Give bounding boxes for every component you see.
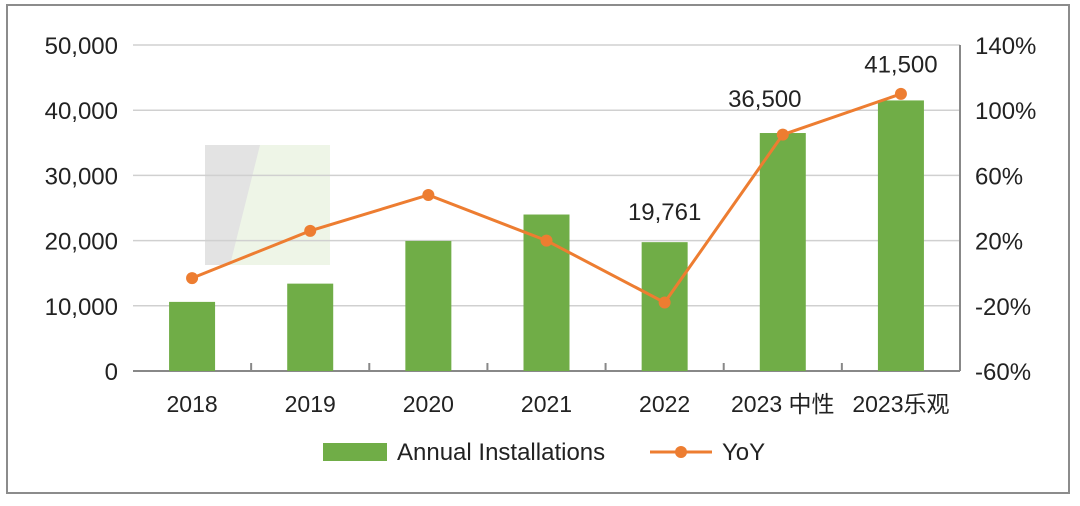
left-axis-tick-label: 10,000 [45, 294, 118, 321]
right-axis-tick-label: 20% [975, 229, 1023, 256]
x-axis-tick-label: 2023乐观 [852, 391, 949, 417]
right-axis-tick-label: 140% [975, 33, 1036, 60]
x-axis-tick-label: 2023 中性 [731, 391, 835, 417]
legend-label-annual-installations: Annual Installations [397, 439, 605, 466]
left-axis-tick-label: 40,000 [45, 98, 118, 125]
bar-2019 [287, 283, 334, 371]
right-axis-tick-label: 100% [975, 98, 1036, 125]
yoy-point-2023乐观 [894, 87, 907, 100]
bar-2023乐观 [877, 100, 924, 372]
x-axis-tick-label: 2021 [521, 391, 572, 417]
legend-line-marker [675, 446, 687, 458]
left-axis-tick-label: 0 [105, 359, 118, 386]
bar-2018 [169, 301, 216, 371]
bar-2020 [405, 240, 452, 371]
data-label: 36,500 [728, 86, 801, 113]
right-axis-tick-label: 60% [975, 163, 1023, 190]
left-axis-tick-label: 50,000 [45, 33, 118, 60]
yoy-point-2018 [186, 272, 199, 285]
x-axis-tick-label: 2019 [285, 391, 336, 417]
yoy-point-2023 中性 [776, 128, 789, 141]
x-axis-tick-label: 2022 [639, 391, 690, 417]
legend-label-yoy: YoY [722, 439, 765, 466]
legend-bar-swatch [323, 443, 387, 461]
x-axis-tick-label: 2020 [403, 391, 454, 417]
x-axis-tick-label: 2018 [166, 391, 217, 417]
yoy-point-2019 [304, 224, 317, 237]
bar-2023 中性 [759, 133, 806, 371]
yoy-point-2022 [658, 296, 671, 309]
yoy-point-2021 [540, 234, 553, 247]
chart-frame [6, 4, 1070, 494]
yoy-point-2020 [422, 188, 435, 201]
data-label: 41,500 [864, 51, 937, 78]
data-label: 19,761 [628, 199, 701, 226]
right-axis-tick-label: -20% [975, 294, 1031, 321]
left-axis-tick-label: 20,000 [45, 229, 118, 256]
right-axis-tick-label: -60% [975, 359, 1031, 386]
left-axis-tick-label: 30,000 [45, 163, 118, 190]
